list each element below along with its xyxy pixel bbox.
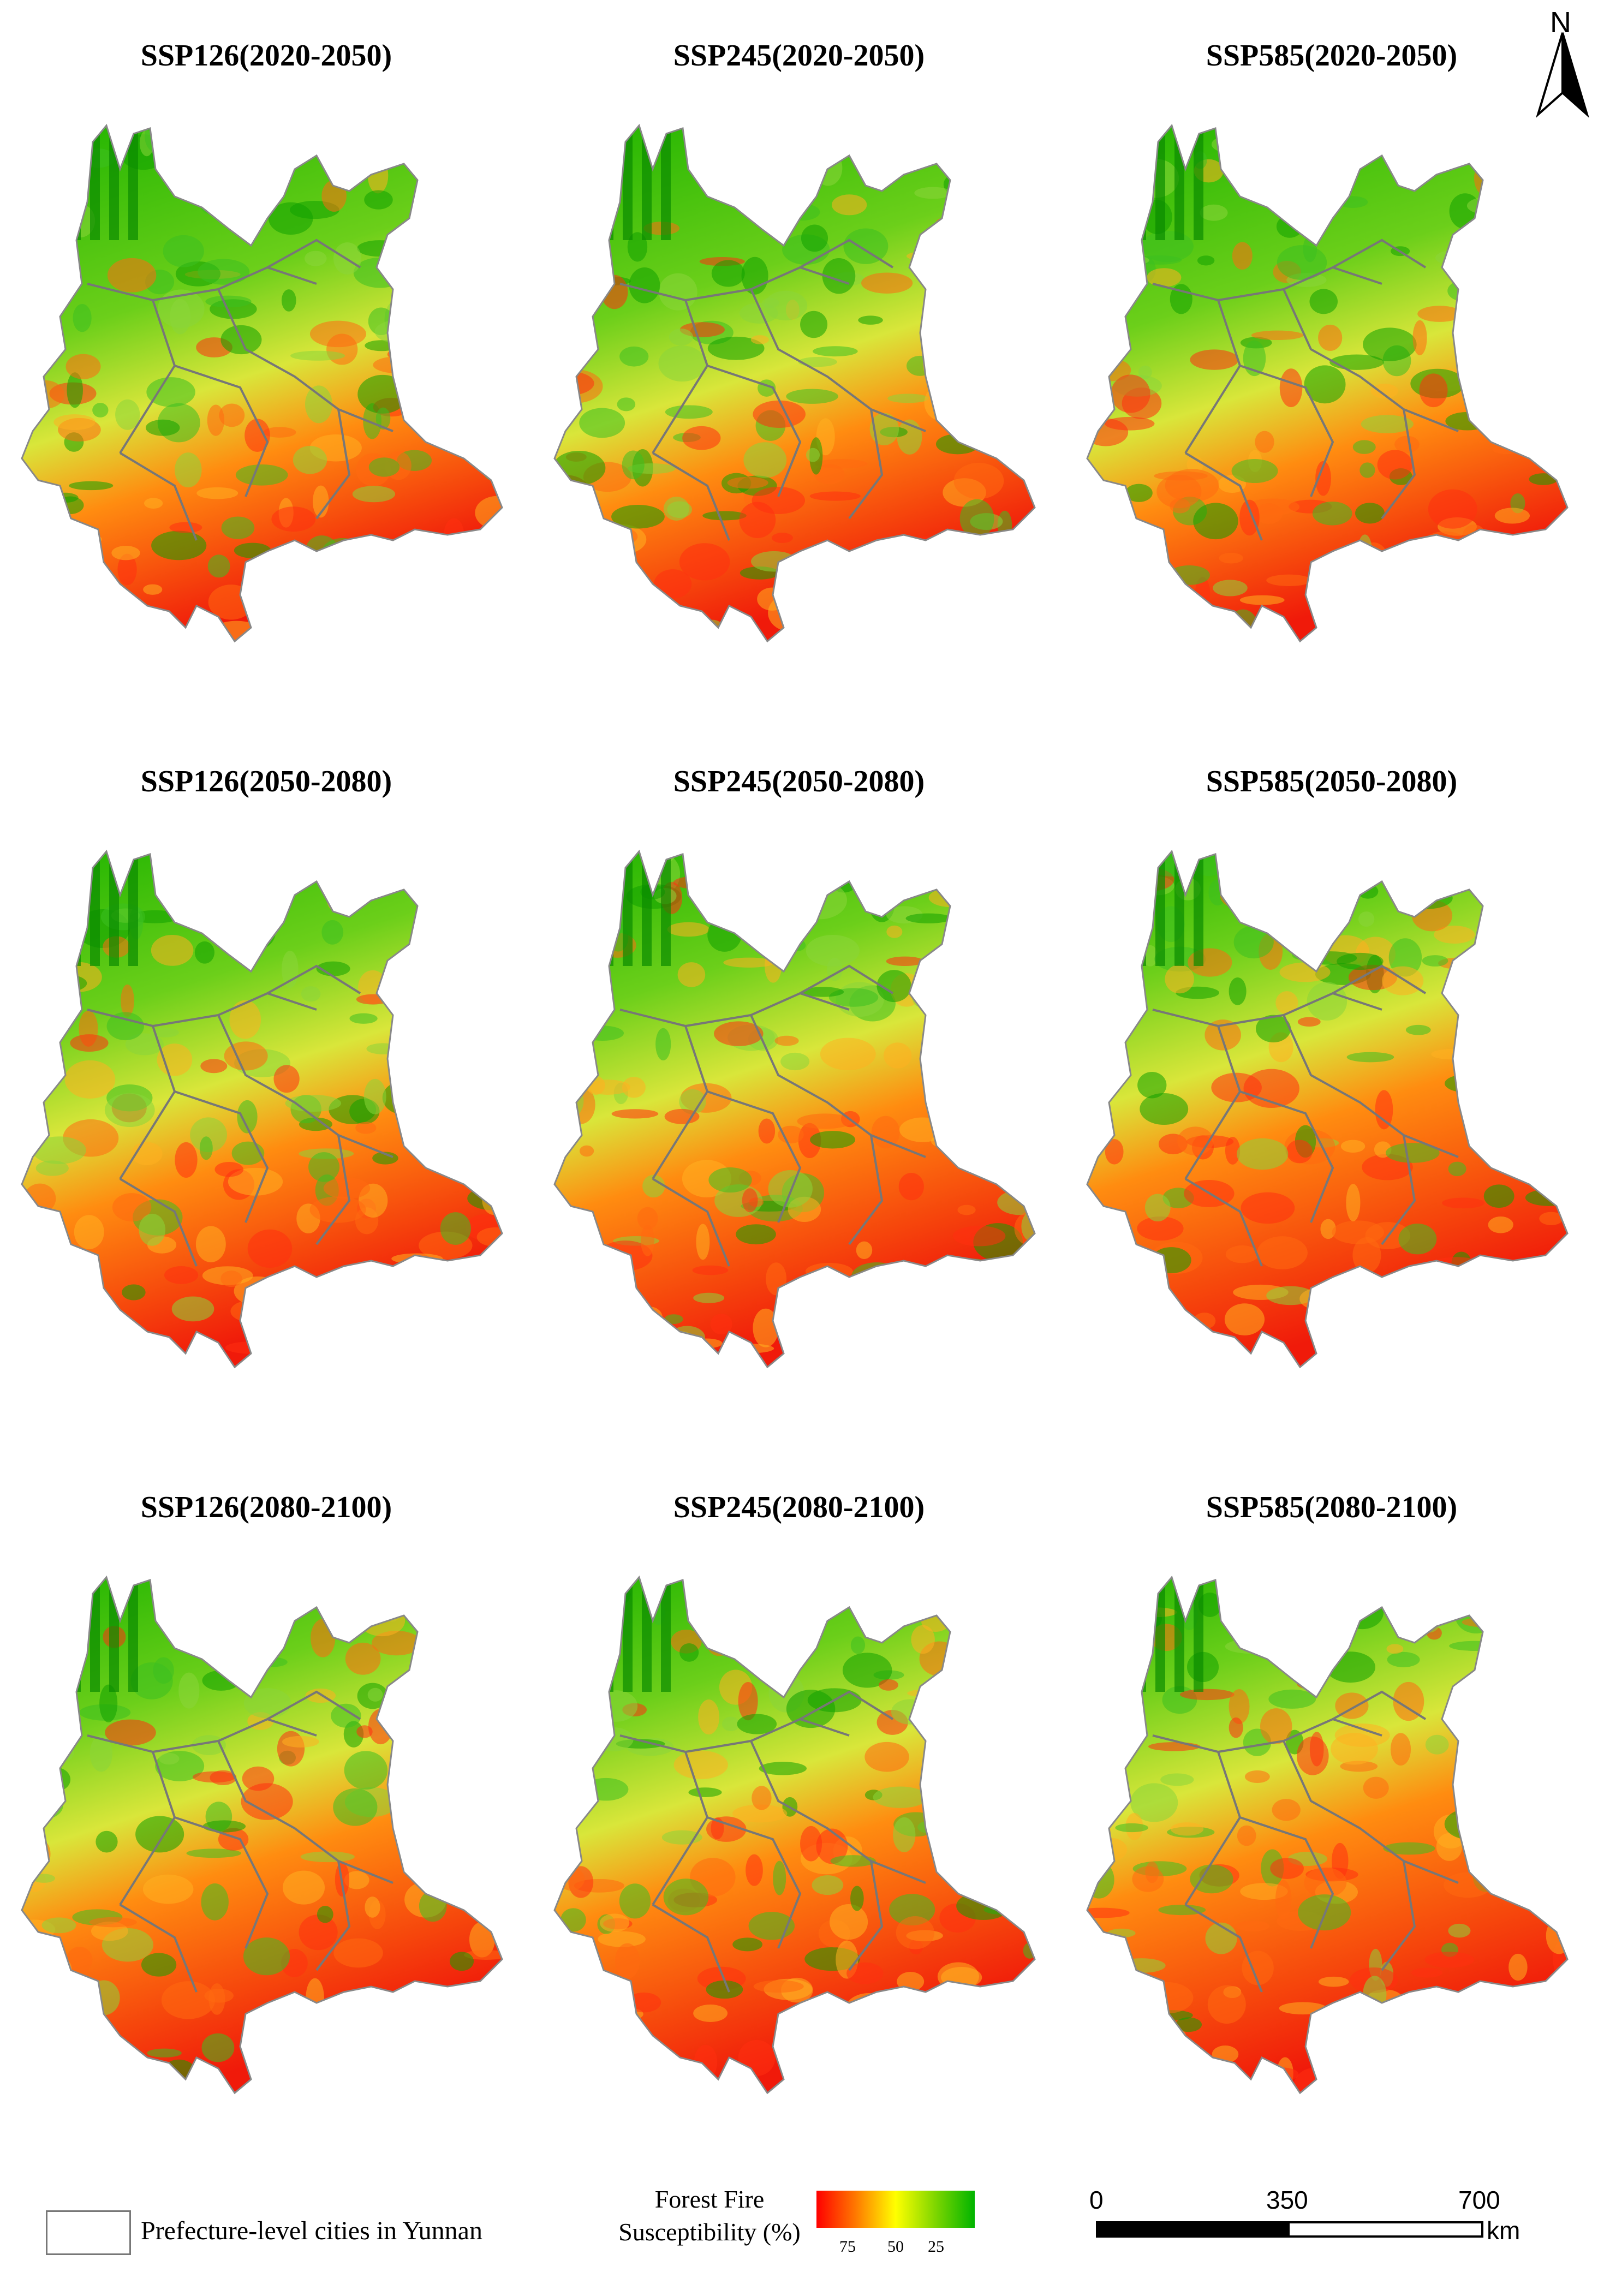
scale-unit: km (1487, 2216, 1521, 2245)
panel-title: SSP245(2050-2080) (673, 765, 925, 798)
province-fill (554, 851, 1035, 1367)
scale-label-350: 350 (1266, 2186, 1308, 2214)
panel-title: SSP585(2020-2050) (1206, 39, 1458, 73)
province-border (553, 123, 1036, 643)
susceptibility-map (21, 849, 503, 1369)
province-fill (554, 1577, 1035, 2093)
susceptibility-map (21, 123, 503, 643)
susceptibility-map (1086, 849, 1569, 1369)
province-border (21, 123, 503, 643)
ramp-tick-75: 75 (839, 2238, 856, 2256)
scale-label-0: 0 (1089, 2186, 1104, 2214)
ramp-tick-50: 50 (887, 2238, 904, 2256)
panel-title: SSP126(2080-2100) (140, 1490, 392, 1524)
map-panel: SSP245(2080-2100) (533, 1452, 1065, 2178)
map-panel: SSP126(2020-2050) (0, 0, 533, 726)
map-panel: SSP585(2050-2080) (1065, 726, 1598, 1452)
province-border (1086, 1575, 1569, 2095)
map-panel: SSP585(2080-2100) (1065, 1452, 1598, 2178)
province-border (21, 1575, 503, 2095)
scale-label-700: 700 (1458, 2186, 1500, 2214)
panel-title: SSP585(2080-2100) (1206, 1490, 1458, 1524)
susceptibility-map (1086, 123, 1569, 643)
susceptibility-map (21, 1575, 503, 2095)
ramp-title-line2: Susceptibility (%) (618, 2218, 801, 2246)
map-panel: SSP245(2020-2050) (533, 0, 1065, 726)
ramp-tick-25: 25 (928, 2238, 944, 2256)
susceptibility-map (553, 123, 1036, 643)
ramp-legend-title: Forest Fire Susceptibility (%) (606, 2183, 813, 2249)
panel-title: SSP126(2020-2050) (140, 39, 392, 73)
panel-title: SSP126(2050-2080) (140, 765, 392, 798)
north-label: N (1550, 6, 1571, 39)
susceptibility-color-ramp (816, 2191, 975, 2228)
panel-title: SSP245(2080-2100) (673, 1490, 925, 1524)
map-panel: SSP126(2050-2080) (0, 726, 533, 1452)
province-fill (1087, 851, 1567, 1367)
susceptibility-map (553, 1575, 1036, 2095)
susceptibility-map (553, 849, 1036, 1369)
north-arrow-icon (1536, 32, 1589, 118)
province-border (553, 849, 1036, 1369)
map-panel: SSP126(2080-2100) (0, 1452, 533, 2178)
panel-title: SSP585(2050-2080) (1206, 765, 1458, 798)
province-border (1086, 849, 1569, 1369)
scale-bar (1096, 2221, 1483, 2238)
province-fill (22, 126, 502, 641)
boundary-legend-swatch (46, 2210, 131, 2255)
boundary-legend-label: Prefecture-level cities in Yunnan (141, 2216, 482, 2245)
susceptibility-map (1086, 1575, 1569, 2095)
province-border (21, 849, 503, 1369)
ramp-title-line1: Forest Fire (654, 2185, 765, 2213)
panel-title: SSP245(2020-2050) (673, 39, 925, 73)
scale-bar-black-segment (1096, 2221, 1290, 2238)
map-panel: SSP245(2050-2080) (533, 726, 1065, 1452)
province-border (553, 1575, 1036, 2095)
map-panel: SSP585(2020-2050) (1065, 0, 1598, 726)
province-border (1086, 123, 1569, 643)
